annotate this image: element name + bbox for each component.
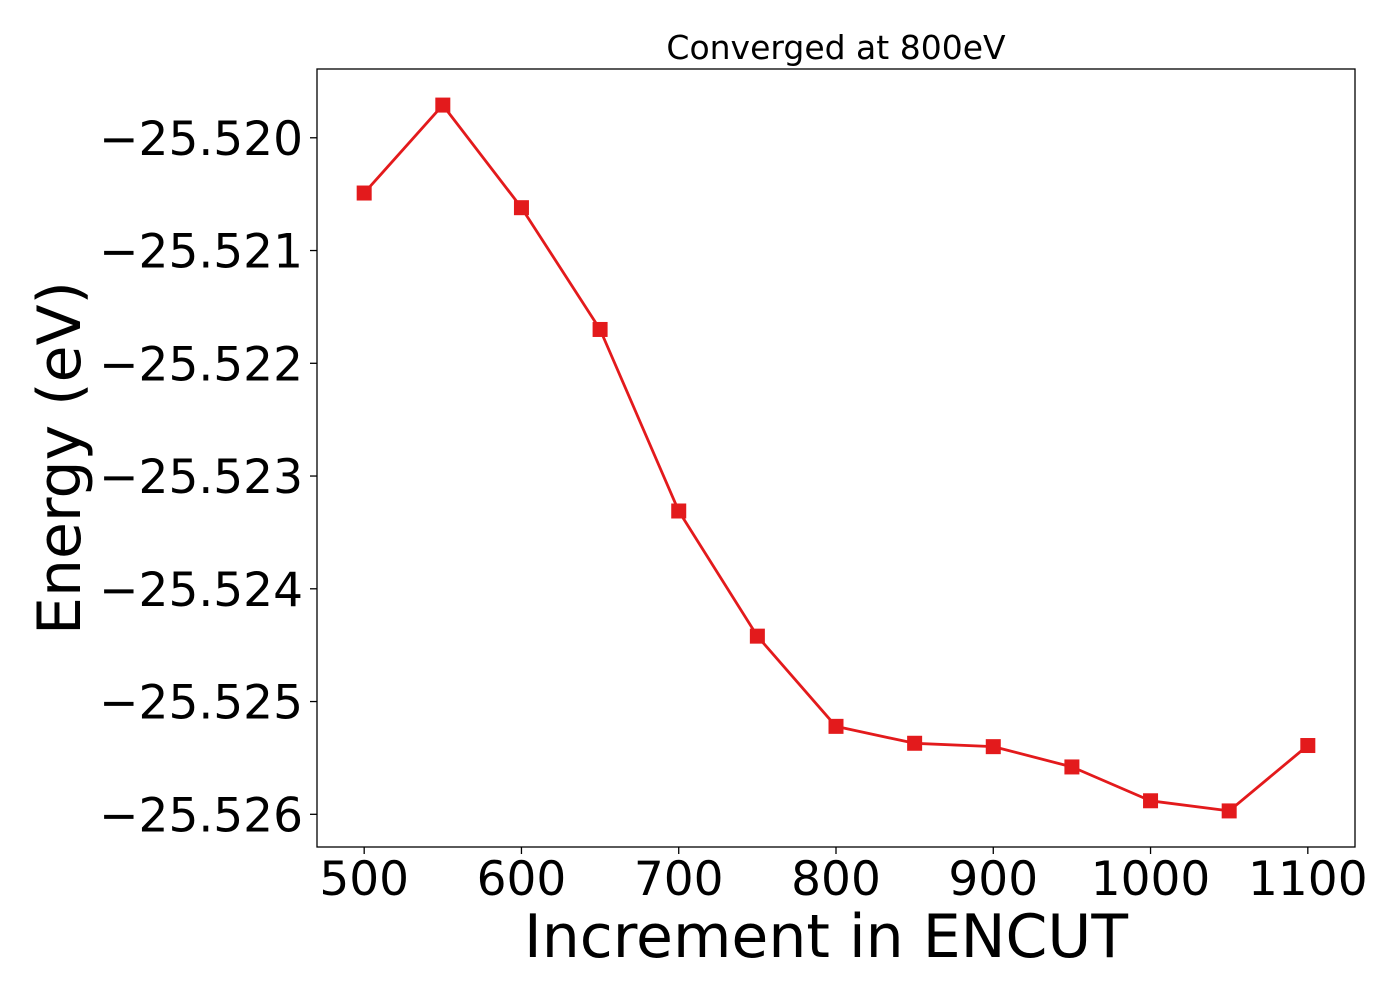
- data-point-marker: [907, 735, 923, 751]
- y-tick-label: −25.525: [99, 676, 303, 731]
- data-point-marker: [671, 503, 687, 519]
- y-axis: −25.520 −25.521 −25.522 −25.523 −25.524 −25.5…: [99, 112, 317, 843]
- y-tick-label: −25.521: [99, 225, 303, 280]
- chart-title: Converged at 800eV: [666, 28, 1006, 67]
- y-axis-label: Energy (eV): [25, 281, 95, 635]
- energy-series-line: [363, 103, 1309, 813]
- y-tick-label: −25.520: [99, 112, 303, 167]
- y-tick-label: −25.522: [99, 337, 303, 392]
- data-point-marker: [985, 739, 1001, 755]
- x-tick-label: 500: [319, 852, 409, 907]
- x-tick-label: 800: [791, 852, 881, 907]
- data-point-marker: [1300, 738, 1316, 754]
- data-point-marker: [828, 718, 844, 734]
- x-tick-label: 600: [477, 852, 567, 907]
- x-tick-label: 1000: [1091, 852, 1211, 907]
- data-point-marker: [592, 321, 608, 337]
- x-tick-label: 900: [948, 852, 1038, 907]
- x-tick-label: 1100: [1248, 852, 1368, 907]
- x-axis: 500 600 700 800 900 1000 1100: [319, 847, 1368, 907]
- data-point-marker: [435, 97, 451, 113]
- data-point-marker: [513, 200, 529, 216]
- y-tick-label: −25.526: [99, 788, 303, 843]
- data-point-marker: [1143, 793, 1159, 809]
- x-axis-label: Increment in ENCUT: [524, 902, 1128, 972]
- data-point-marker: [749, 628, 765, 644]
- y-tick-label: −25.523: [99, 450, 303, 505]
- data-point-marker: [356, 185, 372, 201]
- x-tick-label: 700: [634, 852, 724, 907]
- energy-series-markers: [356, 97, 1316, 819]
- data-point-marker: [1221, 803, 1237, 819]
- data-point-marker: [1064, 759, 1080, 775]
- y-tick-label: −25.524: [99, 563, 303, 618]
